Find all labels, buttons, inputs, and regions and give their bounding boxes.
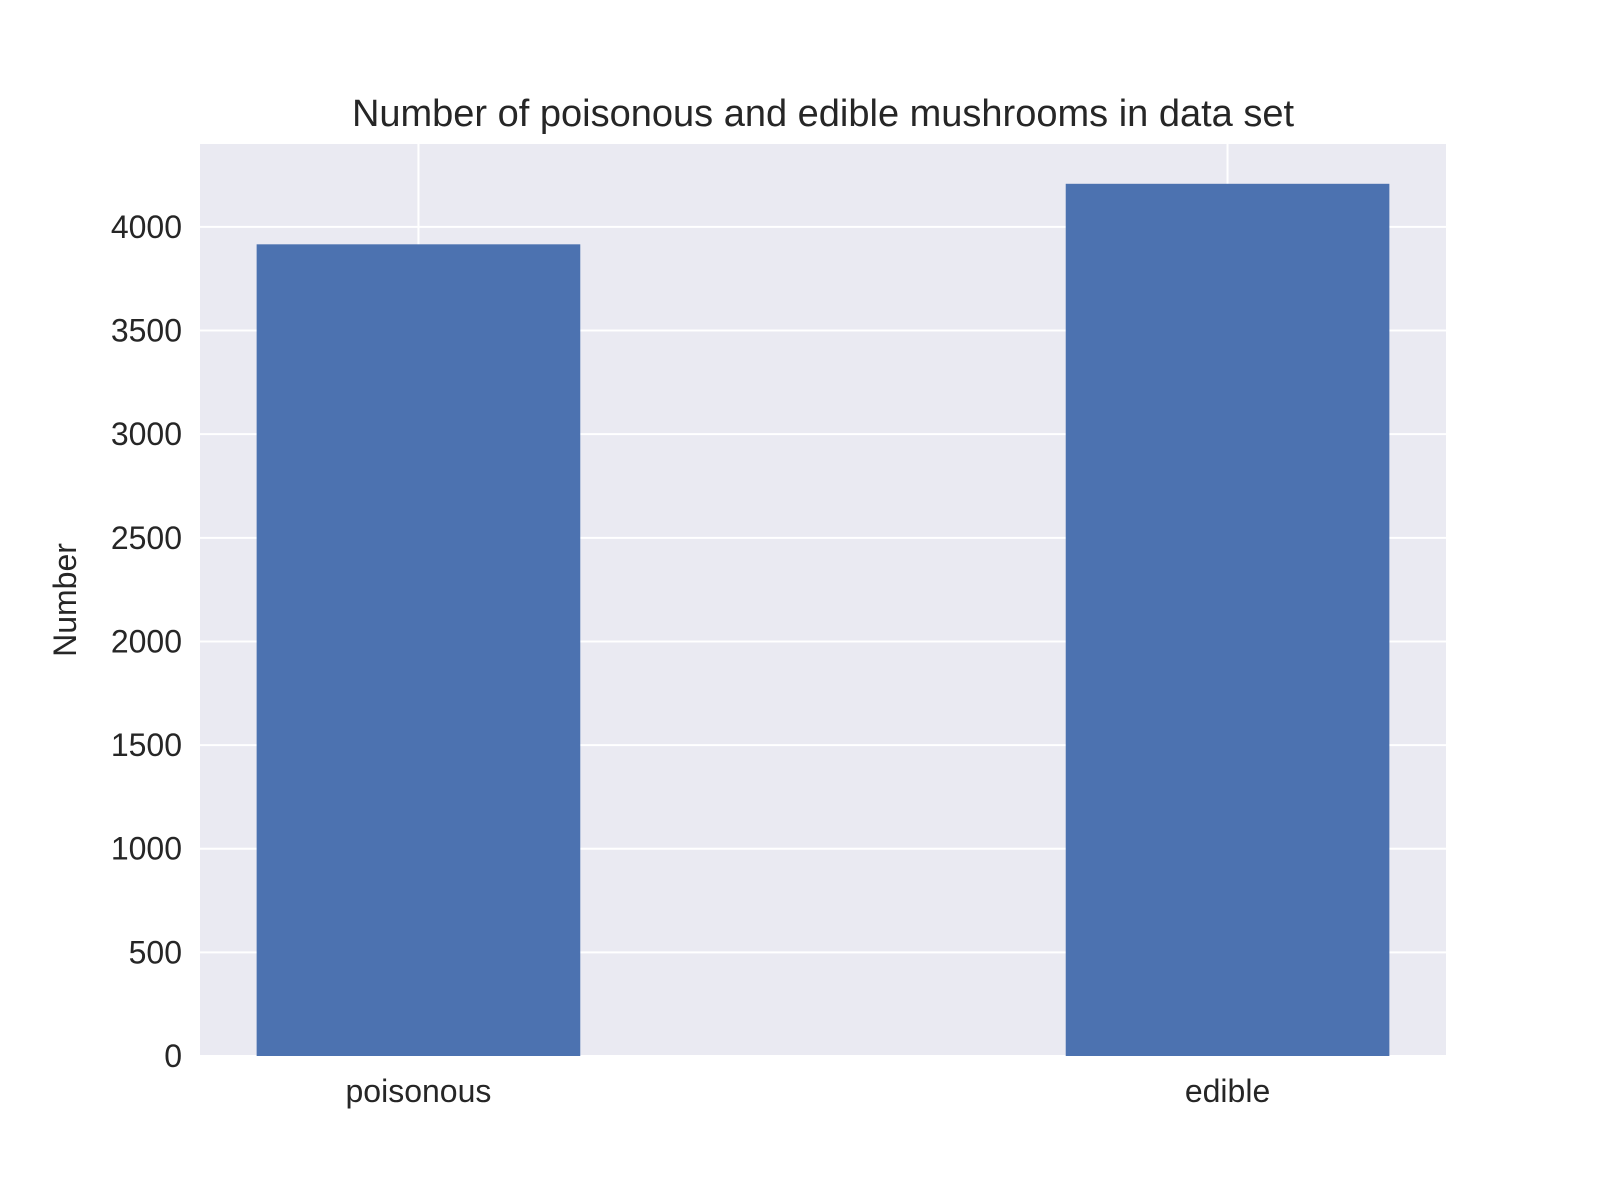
x-axis-ticks: poisonous edible [346,1073,1271,1109]
y-tick-label: 4000 [111,209,182,245]
y-tick-label: 3500 [111,313,182,349]
bar-poisonous [256,244,581,1056]
y-tick-label: 1000 [111,831,182,867]
bar-edible [1065,183,1390,1056]
y-tick-label: 500 [129,934,182,970]
chart-title: Number of poisonous and edible mushrooms… [352,93,1295,135]
y-axis-ticks: 0 500 1000 1500 2000 2500 3000 3500 4000 [111,209,182,1074]
y-tick-label: 2500 [111,520,182,556]
y-tick-label: 3000 [111,416,182,452]
y-tick-label: 1500 [111,727,182,763]
y-tick-label: 0 [164,1038,182,1074]
bars [256,183,1390,1056]
x-tick-label: poisonous [346,1073,492,1109]
y-axis-label: Number [47,543,83,657]
y-tick-label: 2000 [111,623,182,659]
x-tick-label: edible [1185,1073,1270,1109]
